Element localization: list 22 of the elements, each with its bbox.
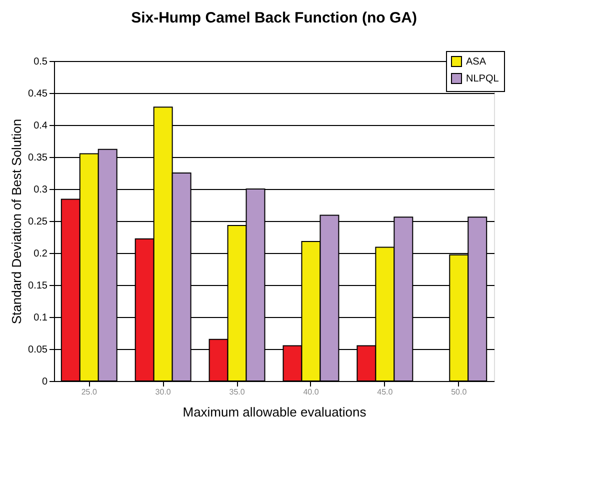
legend-label: ASA	[466, 56, 486, 68]
y-tick-label: 0.4	[34, 120, 48, 132]
y-tick-label: 0.25	[28, 216, 48, 228]
y-tick-label: 0.05	[28, 344, 48, 356]
chart-title: Six-Hump Camel Back Function (no GA)	[131, 10, 417, 26]
legend-label: NLPQL	[466, 74, 500, 84]
y-tick-label: 0.1	[34, 312, 48, 324]
y-tick-label: 0.3	[34, 184, 48, 196]
y-tick-label: 0.5	[34, 56, 48, 68]
x-axis-title: Maximum allowable evaluations	[182, 404, 367, 420]
x-tick-label: 40.0	[303, 388, 320, 396]
y-tick-label: 0.2	[34, 248, 48, 260]
y-axis-title: Standard Deviation of Best Solution	[9, 118, 24, 324]
y-tick-label: 0	[42, 376, 48, 388]
x-tick-label: 25.0	[81, 388, 98, 396]
x-tick-label: 35.0	[229, 388, 246, 396]
y-tick-label: 0.35	[28, 152, 48, 164]
x-tick-label: 45.0	[377, 388, 394, 396]
x-tick-label: 30.0	[155, 388, 172, 396]
y-tick-label: 0.45	[28, 88, 48, 100]
x-tick-label: 50.0	[451, 388, 468, 396]
y-tick-label: 0.15	[28, 280, 48, 292]
